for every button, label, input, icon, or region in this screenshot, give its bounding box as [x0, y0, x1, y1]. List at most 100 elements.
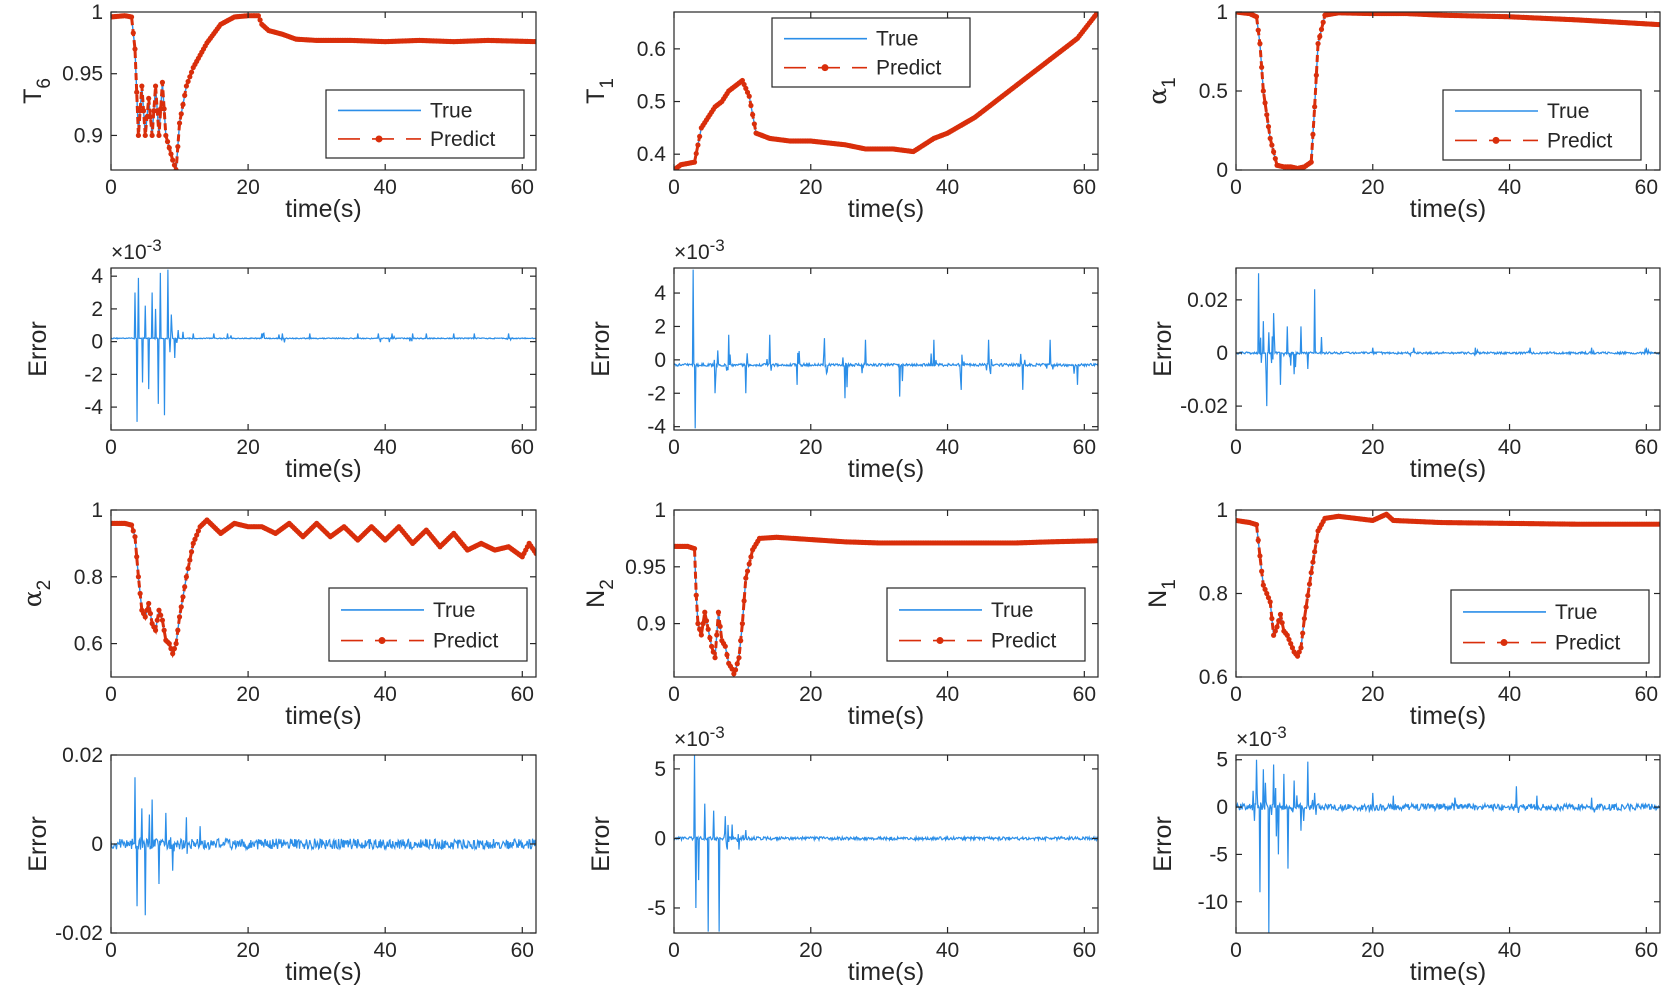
x-axis-label: time(s)	[1410, 195, 1486, 223]
series-predict-line	[1236, 512, 1660, 660]
series-group	[674, 755, 1098, 932]
x-axis-label: time(s)	[848, 455, 924, 483]
x-tick-label: 60	[511, 176, 534, 199]
series-predict-line	[111, 517, 536, 659]
y-tick-label: 2	[91, 298, 103, 321]
x-tick-label: 20	[1361, 436, 1384, 459]
y-tick-label: 0.95	[62, 63, 103, 86]
predict-point	[134, 554, 140, 560]
y-tick-label: 0.8	[74, 566, 103, 589]
series-group	[674, 12, 1098, 170]
y-tick-label: -5	[647, 897, 666, 920]
legend: True Predict	[328, 587, 528, 662]
series-error-line	[1236, 759, 1660, 933]
x-axis-label: time(s)	[1410, 958, 1486, 986]
axes-box	[110, 267, 537, 431]
x-axis-label: time(s)	[848, 195, 924, 223]
legend: True Predict	[1442, 89, 1642, 161]
y-tick-label: 0.5	[637, 91, 666, 114]
axis-exponent: ×10-3	[111, 236, 162, 264]
series-group	[111, 269, 536, 422]
axes-box	[1235, 267, 1661, 431]
axes-box	[673, 754, 1099, 934]
y-tick-label: 2	[654, 315, 666, 338]
legend: True Predict	[1450, 589, 1650, 664]
series-group	[111, 13, 536, 170]
predict-point	[1301, 615, 1307, 622]
series-error-line	[111, 269, 536, 422]
axes-box	[110, 11, 537, 171]
y-tick-label: 0	[654, 349, 666, 372]
legend-box	[328, 587, 528, 662]
legend-predict-marker	[1492, 136, 1500, 144]
legend-predict-label: Predict	[430, 128, 496, 151]
y-tick-label: 0.02	[1187, 289, 1228, 312]
y-tick-label: 0.6	[1199, 666, 1228, 689]
x-tick-label: 20	[236, 939, 259, 962]
y-tick-label: 1	[91, 1, 103, 24]
x-tick-label: 40	[374, 176, 397, 199]
legend-predict-marker	[378, 637, 386, 645]
y-tick-label: 0	[1216, 159, 1228, 182]
x-tick-label: 20	[1361, 683, 1384, 706]
series-group	[674, 269, 1098, 429]
x-axis-label: time(s)	[285, 195, 361, 223]
legend-predict-label: Predict	[991, 630, 1057, 653]
y-tick-label: 0.4	[637, 143, 667, 166]
predict-point	[741, 598, 747, 604]
x-tick-label: 0	[1230, 939, 1242, 962]
y-tick-label: 0.6	[637, 38, 666, 61]
x-tick-label: 20	[1361, 939, 1384, 962]
axes-box	[110, 509, 537, 678]
x-tick-label: 20	[236, 436, 259, 459]
y-tick-label: 0.02	[62, 744, 103, 767]
axes-box	[673, 509, 1099, 678]
legend-box	[1450, 589, 1650, 664]
x-tick-label: 0	[105, 683, 117, 706]
axis-exponent: ×10-3	[1236, 723, 1287, 751]
y-tick-label: 5	[654, 758, 666, 781]
y-tick-label: 0.8	[1199, 583, 1228, 606]
y-axis-label: Error	[587, 816, 615, 872]
x-tick-label: 40	[374, 683, 397, 706]
x-tick-label: 60	[1073, 436, 1096, 459]
chart-T6: 0 20 40 60 1 0.95 0.9 time(s) T6 True Predict	[19, 1, 537, 223]
y-axis-label: α1	[1143, 77, 1180, 104]
y-axis-label: T6	[19, 78, 55, 104]
series-group	[674, 534, 1098, 677]
chart-alpha2: 0 20 40 60 1 0.8 0.6 time(s) α2 True Predict	[18, 499, 537, 730]
legend-box	[771, 17, 971, 88]
y-axis-label: Error	[587, 321, 615, 377]
legend-predict-marker	[375, 135, 383, 143]
x-axis-label: time(s)	[1410, 702, 1486, 730]
x-tick-label: 40	[374, 939, 397, 962]
y-tick-label: 1	[1216, 1, 1228, 24]
x-tick-label: 0	[1230, 176, 1242, 199]
chart-N2: 0 20 40 60 1 0.95 0.9 time(s) N2 True Predict	[582, 499, 1099, 730]
series-group	[111, 777, 536, 916]
y-tick-label: -0.02	[55, 922, 103, 945]
predict-point	[1257, 553, 1263, 559]
series-error-line	[1236, 273, 1660, 407]
y-tick-label: 0	[91, 331, 103, 354]
series-error-line	[674, 269, 1098, 429]
y-axis-label: Error	[24, 321, 52, 377]
x-tick-label: 60	[1635, 683, 1658, 706]
x-tick-label: 40	[1498, 683, 1521, 706]
x-axis-label: time(s)	[285, 958, 361, 986]
predict-point	[693, 150, 699, 157]
y-tick-label: 0	[91, 833, 103, 856]
chart-N1: 0 20 40 60 1 0.8 0.6 time(s) N1 True Predict	[1144, 499, 1661, 730]
series-group	[111, 517, 536, 659]
x-axis-label: time(s)	[285, 702, 361, 730]
x-tick-label: 20	[799, 436, 822, 459]
y-tick-label: 0.9	[74, 124, 103, 147]
x-tick-label: 0	[668, 436, 680, 459]
x-tick-label: 60	[511, 939, 534, 962]
legend-predict-marker	[936, 637, 944, 645]
legend: True Predict	[886, 587, 1086, 662]
legend: True Predict	[325, 89, 525, 159]
x-tick-label: 20	[799, 939, 822, 962]
